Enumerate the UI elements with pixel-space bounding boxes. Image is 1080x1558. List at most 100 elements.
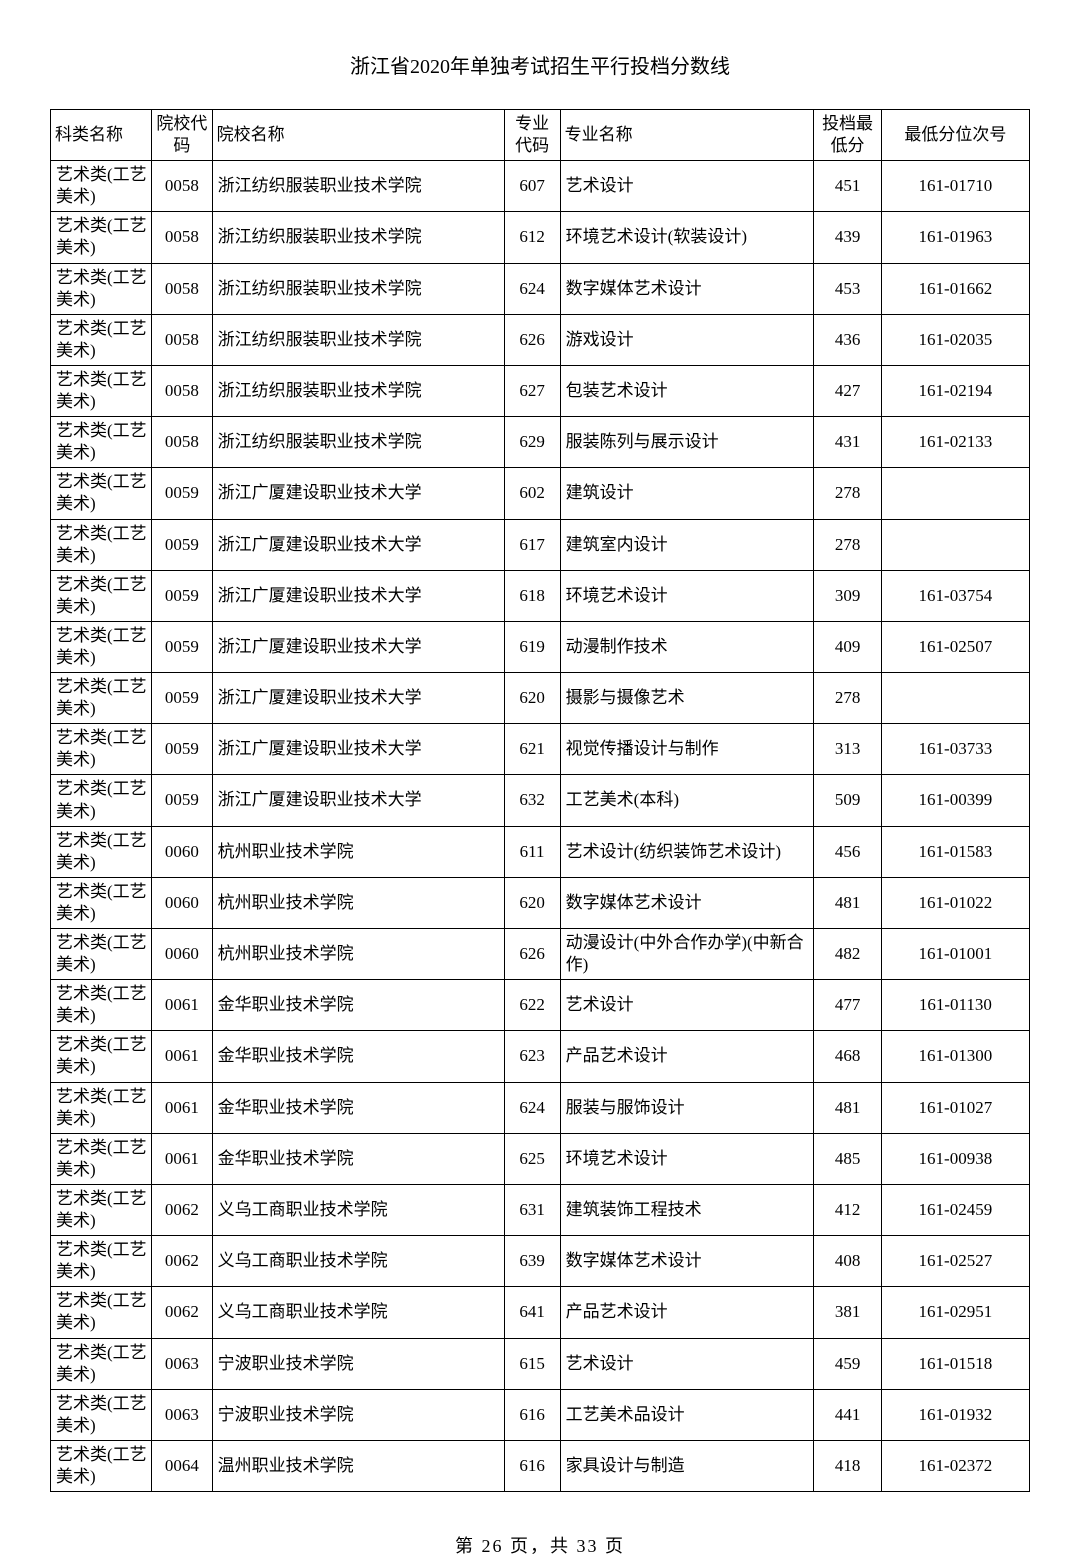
cell-school-name: 浙江广厦建设职业技术大学: [212, 621, 504, 672]
cell-score: 418: [814, 1440, 881, 1491]
cell-major-code: 626: [504, 314, 560, 365]
cell-score: 481: [814, 1082, 881, 1133]
cell-major-code: 620: [504, 673, 560, 724]
table-row: 艺术类(工艺美术)0060杭州职业技术学院626动漫设计(中外合作办学)(中新合…: [51, 929, 1030, 980]
cell-major-name: 工艺美术品设计: [560, 1389, 814, 1440]
cell-rank: 161-01001: [881, 929, 1029, 980]
table-row: 艺术类(工艺美术)0059浙江广厦建设职业技术大学618环境艺术设计309161…: [51, 570, 1030, 621]
cell-school-code: 0059: [152, 519, 213, 570]
cell-rank: 161-01710: [881, 161, 1029, 212]
table-row: 艺术类(工艺美术)0058浙江纺织服装职业技术学院624数字媒体艺术设计4531…: [51, 263, 1030, 314]
table-row: 艺术类(工艺美术)0058浙江纺织服装职业技术学院626游戏设计436161-0…: [51, 314, 1030, 365]
cell-school-name: 浙江纺织服装职业技术学院: [212, 417, 504, 468]
table-row: 艺术类(工艺美术)0062义乌工商职业技术学院639数字媒体艺术设计408161…: [51, 1236, 1030, 1287]
cell-rank: 161-03754: [881, 570, 1029, 621]
cell-score: 309: [814, 570, 881, 621]
cell-major-code: 632: [504, 775, 560, 826]
cell-school-code: 0061: [152, 1082, 213, 1133]
table-row: 艺术类(工艺美术)0058浙江纺织服装职业技术学院607艺术设计451161-0…: [51, 161, 1030, 212]
cell-major-name: 建筑装饰工程技术: [560, 1184, 814, 1235]
cell-rank: 161-00399: [881, 775, 1029, 826]
cell-category: 艺术类(工艺美术): [51, 468, 152, 519]
table-row: 艺术类(工艺美术)0062义乌工商职业技术学院641产品艺术设计381161-0…: [51, 1287, 1030, 1338]
cell-category: 艺术类(工艺美术): [51, 673, 152, 724]
cell-score: 409: [814, 621, 881, 672]
cell-major-code: 641: [504, 1287, 560, 1338]
cell-major-code: 621: [504, 724, 560, 775]
cell-major-name: 视觉传播设计与制作: [560, 724, 814, 775]
cell-school-name: 义乌工商职业技术学院: [212, 1287, 504, 1338]
cell-major-code: 624: [504, 263, 560, 314]
cell-rank: 161-01027: [881, 1082, 1029, 1133]
cell-school-name: 杭州职业技术学院: [212, 877, 504, 928]
cell-rank: 161-02372: [881, 1440, 1029, 1491]
table-row: 艺术类(工艺美术)0063宁波职业技术学院616工艺美术品设计441161-01…: [51, 1389, 1030, 1440]
cell-school-code: 0059: [152, 468, 213, 519]
cell-category: 艺术类(工艺美术): [51, 621, 152, 672]
cell-major-name: 摄影与摄像艺术: [560, 673, 814, 724]
cell-major-code: 623: [504, 1031, 560, 1082]
cell-rank: 161-02194: [881, 365, 1029, 416]
table-row: 艺术类(工艺美术)0059浙江广厦建设职业技术大学602建筑设计278: [51, 468, 1030, 519]
cell-score: 381: [814, 1287, 881, 1338]
cell-school-name: 浙江纺织服装职业技术学院: [212, 212, 504, 263]
cell-school-code: 0061: [152, 1031, 213, 1082]
cell-rank: 161-01583: [881, 826, 1029, 877]
cell-school-code: 0059: [152, 621, 213, 672]
cell-major-name: 数字媒体艺术设计: [560, 877, 814, 928]
cell-major-name: 产品艺术设计: [560, 1287, 814, 1338]
cell-category: 艺术类(工艺美术): [51, 980, 152, 1031]
cell-major-name: 艺术设计: [560, 980, 814, 1031]
cell-rank: 161-01130: [881, 980, 1029, 1031]
cell-rank: 161-01932: [881, 1389, 1029, 1440]
cell-school-name: 杭州职业技术学院: [212, 826, 504, 877]
header-school-name: 院校名称: [212, 110, 504, 161]
cell-rank: 161-01518: [881, 1338, 1029, 1389]
header-score: 投档最低分: [814, 110, 881, 161]
cell-school-code: 0058: [152, 212, 213, 263]
cell-school-name: 浙江纺织服装职业技术学院: [212, 263, 504, 314]
cell-category: 艺术类(工艺美术): [51, 365, 152, 416]
cell-score: 459: [814, 1338, 881, 1389]
cell-score: 431: [814, 417, 881, 468]
cell-score: 456: [814, 826, 881, 877]
cell-category: 艺术类(工艺美术): [51, 161, 152, 212]
table-row: 艺术类(工艺美术)0063宁波职业技术学院615艺术设计459161-01518: [51, 1338, 1030, 1389]
cell-school-code: 0058: [152, 417, 213, 468]
cell-school-name: 宁波职业技术学院: [212, 1338, 504, 1389]
cell-major-code: 602: [504, 468, 560, 519]
cell-school-code: 0062: [152, 1184, 213, 1235]
cell-category: 艺术类(工艺美术): [51, 1031, 152, 1082]
table-row: 艺术类(工艺美术)0061金华职业技术学院625环境艺术设计485161-009…: [51, 1133, 1030, 1184]
table-row: 艺术类(工艺美术)0058浙江纺织服装职业技术学院629服装陈列与展示设计431…: [51, 417, 1030, 468]
cell-school-name: 浙江纺织服装职业技术学院: [212, 161, 504, 212]
cell-major-code: 615: [504, 1338, 560, 1389]
cell-major-name: 家具设计与制造: [560, 1440, 814, 1491]
cell-school-code: 0062: [152, 1236, 213, 1287]
cell-category: 艺术类(工艺美术): [51, 417, 152, 468]
cell-school-name: 义乌工商职业技术学院: [212, 1236, 504, 1287]
cell-school-name: 义乌工商职业技术学院: [212, 1184, 504, 1235]
cell-school-name: 浙江广厦建设职业技术大学: [212, 775, 504, 826]
cell-category: 艺术类(工艺美术): [51, 519, 152, 570]
cell-school-code: 0058: [152, 161, 213, 212]
cell-category: 艺术类(工艺美术): [51, 314, 152, 365]
cell-school-code: 0062: [152, 1287, 213, 1338]
cell-score: 468: [814, 1031, 881, 1082]
cell-school-code: 0059: [152, 673, 213, 724]
cell-category: 艺术类(工艺美术): [51, 724, 152, 775]
cell-category: 艺术类(工艺美术): [51, 1338, 152, 1389]
cell-score: 278: [814, 468, 881, 519]
cell-school-name: 温州职业技术学院: [212, 1440, 504, 1491]
cell-score: 482: [814, 929, 881, 980]
cell-school-code: 0063: [152, 1338, 213, 1389]
cell-school-code: 0064: [152, 1440, 213, 1491]
cell-major-name: 环境艺术设计: [560, 570, 814, 621]
cell-school-name: 杭州职业技术学院: [212, 929, 504, 980]
cell-rank: 161-01662: [881, 263, 1029, 314]
cell-school-name: 浙江广厦建设职业技术大学: [212, 519, 504, 570]
cell-rank: 161-00938: [881, 1133, 1029, 1184]
cell-category: 艺术类(工艺美术): [51, 1236, 152, 1287]
cell-score: 453: [814, 263, 881, 314]
table-row: 艺术类(工艺美术)0059浙江广厦建设职业技术大学621视觉传播设计与制作313…: [51, 724, 1030, 775]
